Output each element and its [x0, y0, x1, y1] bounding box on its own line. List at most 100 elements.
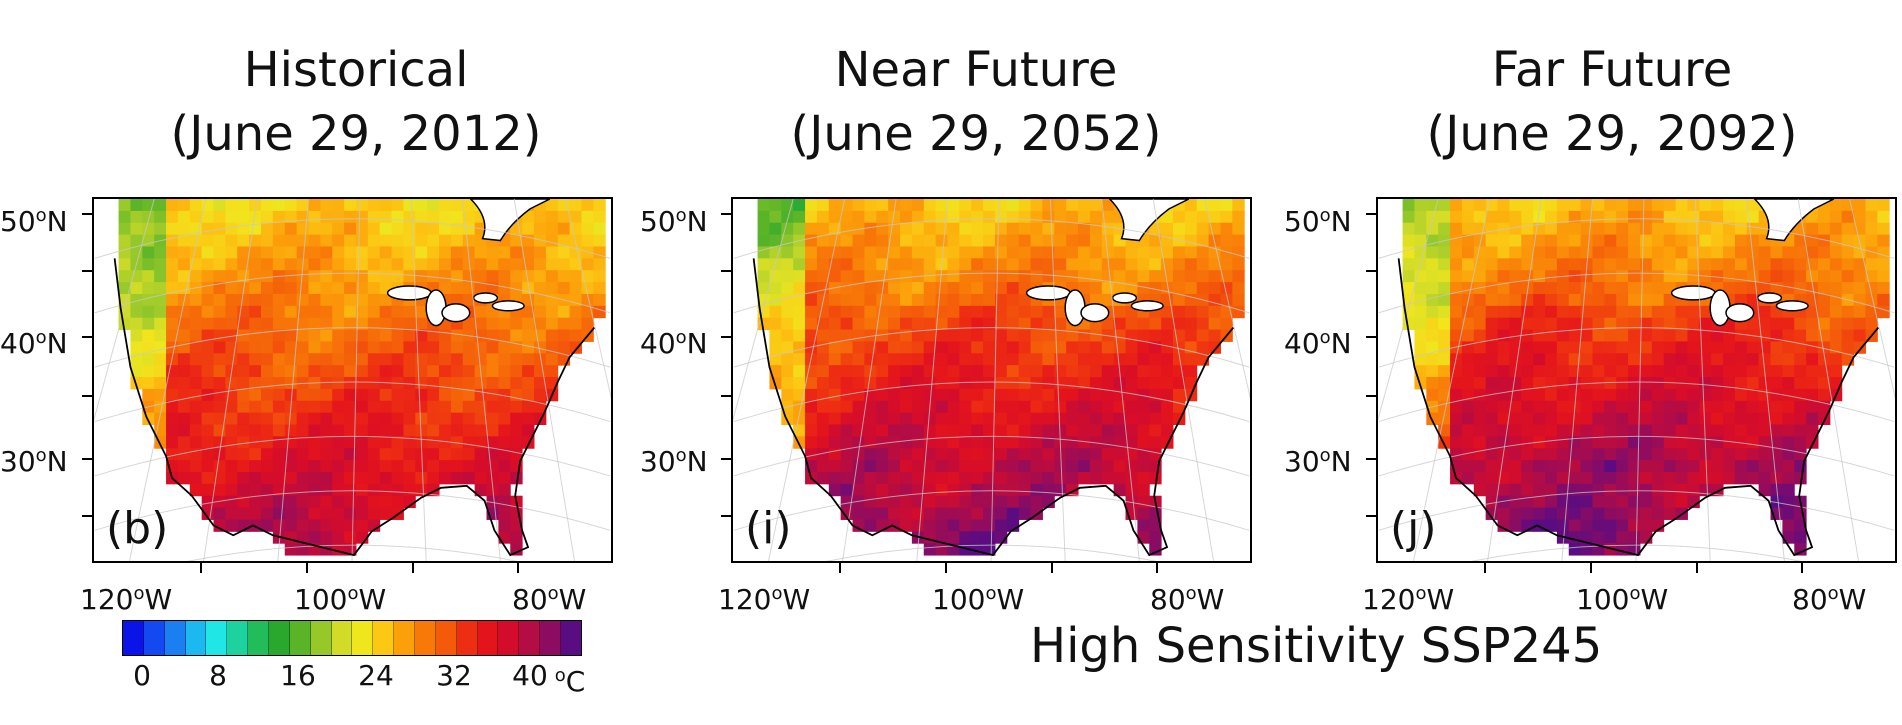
temperature-cell [1232, 270, 1245, 283]
temperature-cell [415, 388, 428, 402]
temperature-cell [1616, 270, 1629, 283]
temperature-cell [166, 258, 179, 271]
temperature-cell [1723, 199, 1736, 212]
temperature-cell [177, 305, 191, 319]
temperature-cell [522, 270, 535, 283]
temperature-cell [781, 388, 794, 402]
temperature-cell [498, 424, 511, 437]
temperature-cell [1533, 341, 1546, 354]
temperature-cell [994, 483, 1008, 497]
temperature-cell [1616, 199, 1629, 212]
temperature-cell [828, 377, 842, 390]
temperature-cell [935, 448, 948, 461]
temperature-cell [1018, 483, 1032, 497]
temperature-cell [1402, 317, 1415, 331]
temperature-cell [947, 531, 960, 544]
temperature-cell [154, 341, 167, 354]
temperature-cell [1089, 234, 1103, 247]
temperature-cell [1066, 341, 1079, 354]
temperature-cell [1125, 317, 1138, 331]
temperature-cell [1734, 412, 1748, 426]
temperature-cell [911, 436, 925, 449]
temperature-cell [177, 258, 191, 271]
temperature-cell [486, 246, 499, 259]
temperature-cell [142, 412, 155, 426]
temperature-cell [355, 353, 369, 366]
temperature-cell [1042, 365, 1055, 378]
temperature-cell [888, 471, 901, 485]
temperature-cell [1580, 329, 1593, 342]
temperature-cell [272, 388, 286, 402]
temperature-cell [379, 460, 393, 473]
temperature-cell [1184, 317, 1198, 331]
temperature-cell [166, 365, 179, 378]
temperature-cell [1841, 282, 1855, 295]
temperature-cell [1461, 353, 1475, 366]
temperature-cell [793, 258, 806, 271]
temperature-cell [1485, 448, 1499, 461]
temperature-cell [284, 210, 298, 224]
temperature-cell [959, 483, 972, 497]
temperature-cell [911, 305, 925, 319]
temperature-cell [545, 317, 559, 331]
temperature-cell [840, 317, 854, 331]
temperature-cell [1149, 388, 1162, 402]
temperature-cell [816, 246, 830, 259]
temperature-cell [971, 365, 984, 378]
temperature-cell [1663, 222, 1677, 236]
temperature-cell [557, 282, 571, 295]
temperature-cell [1687, 234, 1700, 247]
temperature-cell [935, 495, 948, 509]
temperature-cell [1794, 317, 1807, 331]
temperature-cell [1006, 282, 1020, 295]
temperature-cell [828, 246, 842, 259]
temperature-cell [1521, 210, 1534, 224]
temperature-cell [332, 531, 345, 544]
temperature-cell [498, 270, 511, 283]
temperature-cell [249, 246, 262, 259]
temperature-cell [557, 329, 571, 342]
temperature-cell [1125, 246, 1138, 259]
temperature-cell [959, 436, 972, 449]
temperature-cell [154, 199, 167, 212]
temperature-cell [391, 460, 404, 473]
temperature-cell [1149, 507, 1162, 520]
temperature-cell [793, 377, 806, 390]
temperature-cell [923, 448, 937, 461]
temperature-cell [593, 234, 606, 247]
panel-title-historical: Historical (June 29, 2012) [96, 38, 616, 166]
temperature-cell [1149, 400, 1162, 414]
temperature-cell [1545, 282, 1558, 295]
temperature-cell [344, 341, 357, 354]
temperature-cell [1414, 377, 1427, 390]
temperature-cell [1877, 305, 1890, 319]
temperature-cell [769, 341, 782, 354]
temperature-cell [154, 365, 167, 378]
temperature-cell [1794, 543, 1807, 556]
temperature-cell [828, 329, 842, 342]
temperature-cell [462, 341, 476, 354]
temperature-cell [593, 305, 606, 319]
temperature-cell [1509, 305, 1522, 319]
temperature-cell [1663, 507, 1677, 520]
temperature-cell [1651, 199, 1665, 212]
temperature-cell [959, 199, 972, 212]
temperature-cell [403, 270, 416, 283]
temperature-cell [1865, 234, 1878, 247]
temperature-cell [391, 365, 404, 378]
colorbar-segment [248, 621, 270, 655]
temperature-cell [1651, 258, 1665, 271]
temperature-cell [261, 377, 274, 390]
temperature-cell [805, 388, 818, 402]
temperature-cell [320, 270, 333, 283]
temperature-cell [225, 234, 238, 247]
temperature-cell [130, 305, 143, 319]
temperature-cell [344, 424, 357, 437]
temperature-cell [486, 377, 499, 390]
temperature-cell [439, 448, 452, 461]
temperature-cell [1450, 222, 1463, 236]
temperature-cell [1651, 353, 1665, 366]
temperature-cell [947, 317, 960, 331]
temperature-cell [1616, 258, 1629, 271]
temperature-cell [1006, 234, 1020, 247]
